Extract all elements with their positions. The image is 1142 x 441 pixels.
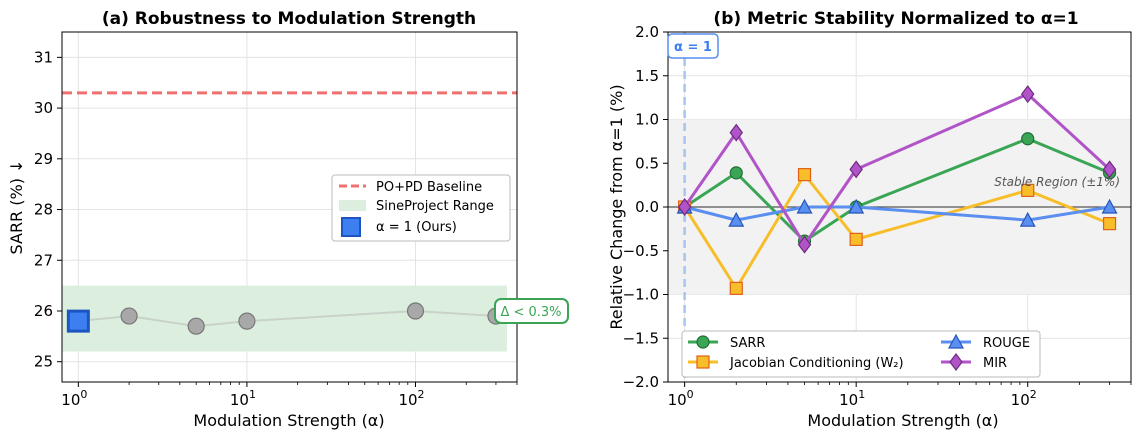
sineproject-point [238,312,256,330]
chart-a-x-tick-label: 102 [398,388,424,409]
series-point-circle [729,166,743,180]
series-line-diamond [683,92,1111,247]
legend-item-range: SineProject Range [339,199,494,214]
chart-b-y-tick-label: −2.0 [623,373,659,391]
series-point-square [729,281,743,295]
stable-region-label: Stable Region (±1%) [994,175,1120,189]
chart-b-y-tick-label: −0.5 [623,242,659,260]
series-point-circle [1021,132,1035,146]
chart-b-x-label: Modulation Strength (α) [807,411,998,430]
legend-label-sarr: SARR [730,336,765,351]
chart-a-y-tick-label: 25 [34,353,53,371]
legend-label-jacobian: Jacobian Conditioning (W₂) [729,356,904,371]
chart-b-y-tick-label: −1.0 [623,286,659,304]
chart-b-y-tick-label: 0.5 [635,154,659,172]
chart-a-annotation-text: Δ < 0.3% [500,305,561,320]
chart-a-y-tick-label: 28 [34,201,53,219]
series-point-diamond [849,160,863,179]
chart-a-y-tick-label: 31 [34,48,53,66]
chart-a-marks [62,91,517,335]
sineproject-point [120,307,138,325]
series-point-diamond [797,235,812,254]
chart-a-y-label: SARR (%) ↓ [7,160,26,255]
chart-b-title: (b) Metric Stability Normalized to α=1 [713,9,1078,29]
reference-label-text: α = 1 [674,40,712,55]
legend-label-rouge: ROUGE [983,336,1030,351]
chart-a-y-tick-label: 26 [34,302,53,320]
legend-item-baseline: PO+PD Baseline [339,180,482,195]
ours-point [66,309,90,333]
chart-a-y-tick-label: 27 [34,251,53,269]
series-point-triangle [728,211,745,227]
chart-b: (b) Metric Stability Normalized to α=1 −… [607,9,1132,430]
chart-b-x-ticks: 100 101 102 [668,382,1132,409]
series-point-triangle [848,198,865,214]
legend-label-mir: MIR [983,356,1007,371]
chart-b-x-tick-label: 101 [839,388,865,409]
chart-b-x-tick-label: 100 [668,388,694,409]
legend-item-mir: MIR [941,353,1007,371]
chart-a-y-tick-label: 29 [34,150,53,168]
chart-a-y-tick-label: 30 [34,99,53,117]
chart-b-y-ticks: −2.0 −1.5 −1.0 −0.5 0.0 0.5 1.0 1.5 2.0 [623,23,668,391]
chart-b-marks [676,85,1118,295]
legend-item-rouge: ROUGE [941,333,1030,351]
series-point-square [1102,217,1117,231]
chart-a-y-ticks: 25 26 27 28 29 30 31 [34,48,62,371]
chart-a-x-ticks: 100 101 102 [61,382,518,409]
chart-a-x-label: Modulation Strength (α) [193,411,384,430]
series-point-diamond [1020,85,1035,104]
chart-b-x-tick-label: 102 [1011,388,1037,409]
chart-b-y-label: Relative Change from α=1 (%) [607,84,626,329]
chart-b-y-tick-label: 0.0 [635,198,659,216]
reference-label-box: α = 1 [667,33,719,59]
chart-a-x-tick-label: 100 [61,388,87,409]
sineproject-point [406,302,425,320]
series-point-triangle [796,198,813,214]
legend-label-baseline: PO+PD Baseline [376,180,482,195]
legend-label-range: SineProject Range [376,199,494,214]
legend-item-ours: α = 1 (Ours) [341,217,457,237]
series-point-triangle [1019,211,1036,227]
series-point-triangle [1101,198,1118,214]
chart-b-legend: SARR Jacobian Conditioning (W₂) ROUGE MI… [681,330,1041,378]
chart-b-y-tick-label: 1.0 [635,111,659,129]
series-point-square [797,168,812,182]
chart-b-y-tick-label: 1.5 [635,67,659,85]
series-point-square [849,232,863,246]
series-point-diamond [1102,160,1117,179]
legend-label-ours: α = 1 (Ours) [376,220,457,235]
chart-a-title: (a) Robustness to Modulation Strength [102,9,476,29]
chart-a-annotation: Δ < 0.3% [494,298,569,324]
series-point-diamond [677,198,692,216]
series-point-square [1021,183,1035,197]
legend-item-sarr: SARR [688,335,765,351]
chart-a: (a) Robustness to Modulation Strength 25… [7,9,569,430]
series-point-diamond [729,123,744,142]
chart-a-x-tick-label: 101 [230,388,256,409]
chart-b-y-tick-label: −1.5 [623,329,659,347]
chart-a-frame [61,31,518,383]
chart-a-legend: PO+PD Baseline SineProject Range α = 1 (… [331,174,511,242]
legend-item-jacobian: Jacobian Conditioning (W₂) [688,355,904,371]
sineproject-point [187,317,205,335]
series-line-circle [683,137,1111,243]
chart-b-y-tick-label: 2.0 [635,23,659,41]
